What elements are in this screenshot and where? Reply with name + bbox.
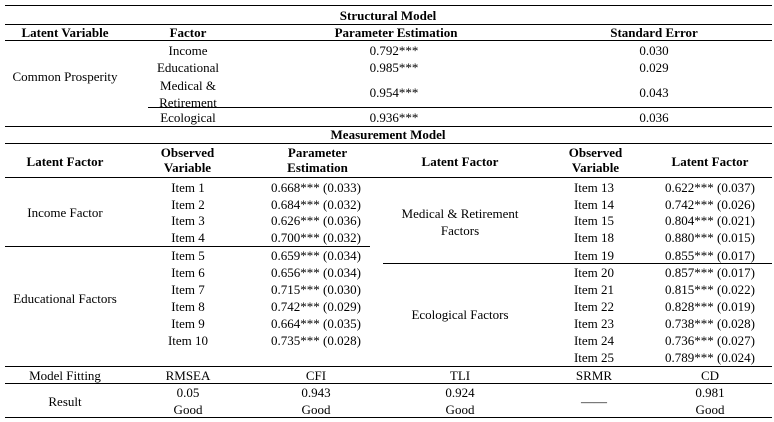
tli-verdict: Good: [445, 402, 475, 417]
estimate-medical-retirement: 0.954***: [369, 85, 419, 100]
item-value: 0.815*** (0.022): [665, 282, 755, 297]
header-latent-factor-mid: Latent Factor: [421, 154, 499, 169]
item-label: Item 20: [573, 265, 615, 280]
factor-income: Income: [168, 43, 208, 58]
item-value: 0.656*** (0.034): [271, 265, 361, 280]
se-educational: 0.029: [639, 60, 669, 75]
item-value: 0.804*** (0.021): [665, 213, 755, 228]
latent-educational-factors: Educational Factors: [13, 291, 117, 306]
item-label: Item 2: [171, 197, 205, 212]
item-label: Item 10: [167, 333, 209, 348]
metric-rmsea: RMSEA: [165, 368, 211, 383]
header-latent-factor-right: Latent Factor: [671, 154, 749, 169]
metric-srmr: SRMR: [575, 368, 613, 383]
factor-medical-retirement: Medical & Retirement: [159, 78, 217, 110]
model-fitting-label: Model Fitting: [29, 368, 101, 383]
item-value: 0.742*** (0.026): [665, 197, 755, 212]
item-value: 0.742*** (0.029): [271, 299, 361, 314]
item-value: 0.715*** (0.030): [271, 282, 361, 297]
item-label: Item 7: [171, 282, 205, 297]
item-value: 0.738*** (0.028): [665, 316, 755, 331]
factor-educational: Educational: [156, 60, 220, 75]
estimate-income: 0.792***: [369, 43, 419, 58]
item-label: Item 3: [171, 213, 205, 228]
header-observed-variable-left: Observed Variable: [160, 145, 215, 175]
item-label: Item 4: [171, 230, 205, 245]
srmr-value: ——: [581, 394, 607, 409]
item-value: 0.668*** (0.033): [271, 180, 361, 195]
se-medical-retirement: 0.043: [639, 85, 669, 100]
item-label: Item 19: [573, 248, 615, 263]
item-label: Item 13: [573, 180, 615, 195]
latent-ecological-factors: Ecological Factors: [411, 307, 509, 322]
item-value: 0.857*** (0.017): [665, 265, 755, 280]
item-value: 0.789*** (0.024): [665, 350, 755, 365]
item-label: Item 18: [573, 230, 615, 245]
structural-caption: Structural Model: [339, 8, 437, 23]
header-latent-variable: Latent Variable: [21, 25, 109, 40]
item-value: 0.626*** (0.036): [271, 213, 361, 228]
item-label: Item 14: [573, 197, 615, 212]
item-label: Item 21: [573, 282, 615, 297]
item-value: 0.855*** (0.017): [665, 248, 755, 263]
cfi-verdict: Good: [301, 402, 331, 417]
result-label: Result: [48, 394, 82, 409]
item-label: Item 6: [171, 265, 205, 280]
item-label: Item 22: [573, 299, 615, 314]
cd-value: 0.981: [695, 385, 725, 400]
item-label: Item 8: [171, 299, 205, 314]
header-parameter-estimation-left: Parameter Estimation: [287, 145, 348, 175]
estimate-ecological: 0.936***: [369, 110, 419, 125]
latent-income-factor: Income Factor: [27, 205, 103, 220]
se-ecological: 0.036: [639, 110, 669, 125]
item-value: 0.828*** (0.019): [665, 299, 755, 314]
tli-value: 0.924: [445, 385, 475, 400]
metric-tli: TLI: [449, 368, 471, 383]
header-factor: Factor: [169, 25, 207, 40]
item-value: 0.664*** (0.035): [271, 316, 361, 331]
item-label: Item 23: [573, 316, 615, 331]
item-label: Item 24: [573, 333, 615, 348]
item-label: Item 1: [171, 180, 205, 195]
item-value: 0.700*** (0.032): [271, 230, 361, 245]
header-observed-variable-right: Observed Variable: [568, 145, 623, 175]
latent-medical-retirement-factors: Medical & Retirement Factors: [401, 206, 519, 238]
item-label: Item 9: [171, 316, 205, 331]
item-value: 0.880*** (0.015): [665, 230, 755, 245]
measurement-caption: Measurement Model: [330, 127, 446, 142]
item-value: 0.736*** (0.027): [665, 333, 755, 348]
header-parameter-estimation: Parameter Estimation: [334, 25, 458, 40]
header-latent-factor-left: Latent Factor: [26, 154, 104, 169]
item-value: 0.735*** (0.028): [271, 333, 361, 348]
item-label: Item 25: [573, 350, 615, 365]
item-label: Item 15: [573, 213, 615, 228]
rmsea-value: 0.05: [176, 385, 200, 400]
latent-common-prosperity: Common Prosperity: [12, 69, 118, 84]
metric-cd: CD: [700, 368, 720, 383]
header-standard-error: Standard Error: [610, 25, 698, 40]
item-value: 0.622*** (0.037): [665, 180, 755, 195]
item-value: 0.659*** (0.034): [271, 248, 361, 263]
rmsea-verdict: Good: [173, 402, 203, 417]
metric-cfi: CFI: [305, 368, 327, 383]
item-value: 0.684*** (0.032): [271, 197, 361, 212]
estimate-educational: 0.985***: [369, 60, 419, 75]
se-income: 0.030: [639, 43, 669, 58]
cd-verdict: Good: [695, 402, 725, 417]
cfi-value: 0.943: [301, 385, 331, 400]
factor-ecological: Ecological: [160, 110, 216, 125]
item-label: Item 5: [171, 248, 205, 263]
